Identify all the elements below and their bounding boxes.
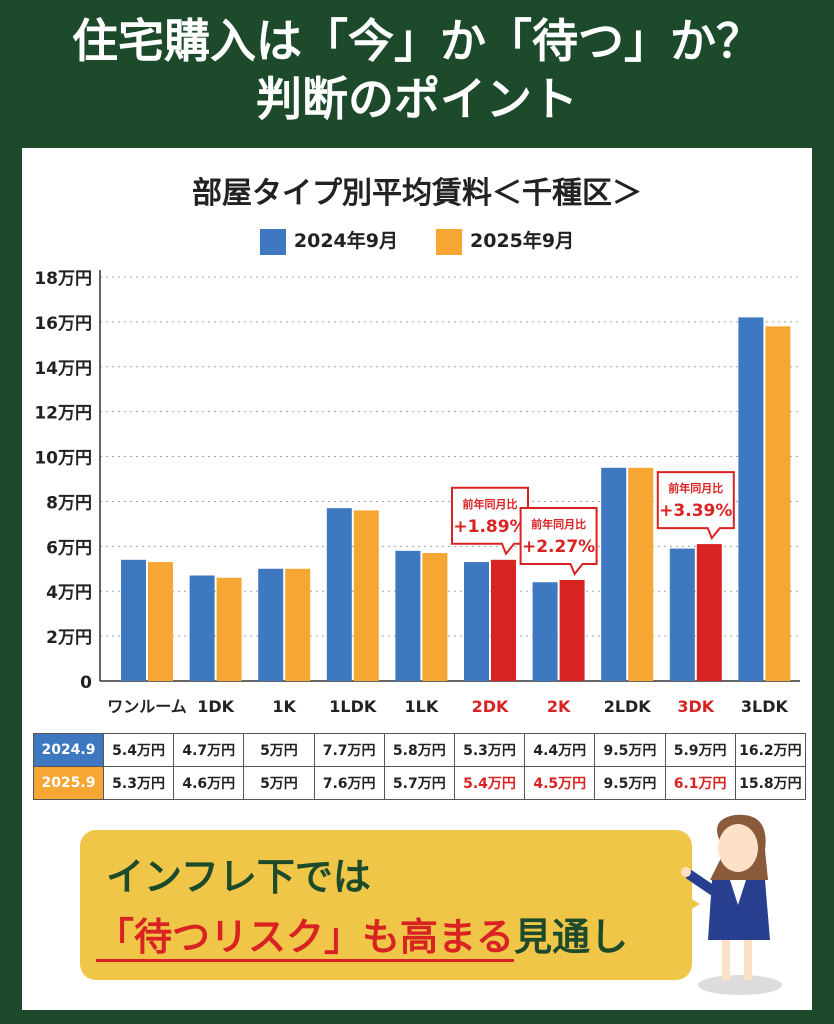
table-cell: 5.4万円 xyxy=(102,733,175,767)
table-cell: 5万円 xyxy=(243,766,315,800)
annotation-label: 前年同月比 xyxy=(463,497,518,511)
x-tick-label: 2DK xyxy=(472,697,509,716)
table-cell: 5.9万円 xyxy=(664,733,736,767)
table-cell: 7.7万円 xyxy=(313,733,385,767)
annotation-label: 前年同月比 xyxy=(668,481,723,495)
table-cell: 4.4万円 xyxy=(524,733,596,767)
legend-label: 2024年9月 xyxy=(293,230,398,252)
y-tick-label: 14万円 xyxy=(34,359,92,379)
x-tick-label: 2LDK xyxy=(604,697,652,716)
bar-3DK-2025年9月 xyxy=(696,544,722,681)
bar-2K-2024年9月 xyxy=(532,582,558,681)
table-cell: 4.6万円 xyxy=(173,766,245,800)
header-title-line2: 判断のポイント xyxy=(256,72,578,126)
table-row-2025: 2025.9 5.3万円 4.6万円 5万円 7.6万円 5.7万円 5.4万円 4.5万円 9… xyxy=(33,766,807,800)
row-header: 2024.9 xyxy=(33,733,104,767)
x-tick-label: ワンルーム xyxy=(107,697,187,716)
table-cell: 5.4万円 xyxy=(453,766,526,800)
y-tick-label: 16万円 xyxy=(34,314,92,334)
x-tick-label: 1LDK xyxy=(329,697,377,716)
table-cell: 6.1万円 xyxy=(664,766,736,800)
chart-legend: 2024年9月 2025年9月 xyxy=(0,226,834,255)
bar-ワンルーム-2024年9月 xyxy=(121,559,146,681)
data-table: 2024.9 5.4万円 4.7万円 5万円 7.7万円 5.8万円 5.3万円 4.4万円 9… xyxy=(33,733,807,800)
bar-2K-2025年9月 xyxy=(559,580,585,681)
bar-2DK-2024年9月 xyxy=(464,562,489,681)
table-cell: 5.3万円 xyxy=(453,733,526,767)
table-cell: 4.5万円 xyxy=(524,766,596,800)
bar-1K-2025年9月 xyxy=(285,568,311,681)
bar-2LDK-2025年9月 xyxy=(628,467,654,681)
table-cell: 5.3万円 xyxy=(102,766,175,800)
bar-1K-2024年9月 xyxy=(258,568,284,681)
table-cell: 9.5万円 xyxy=(594,766,666,800)
header-title-line1: 住宅購入は「今」か「待つ」か？ xyxy=(72,14,762,68)
y-tick-label: 2万円 xyxy=(46,628,92,648)
annotation-box xyxy=(519,507,598,576)
x-tick-label: 1LK xyxy=(405,697,439,716)
bar-ワンルーム-2025年9月 xyxy=(148,562,173,681)
legend-item-2024: 2024年9月 xyxy=(259,226,398,255)
table-cell: 15.8万円 xyxy=(734,766,807,800)
callout-bubble xyxy=(80,830,700,980)
table-cell: 5.8万円 xyxy=(383,733,455,767)
table-cell: 5.7万円 xyxy=(383,766,455,800)
annotation-box xyxy=(451,486,529,556)
bar-1DK-2024年9月 xyxy=(189,575,215,681)
legend-item-2025: 2025年9月 xyxy=(436,226,574,255)
callout-line1: インフレ下では xyxy=(106,855,371,899)
annotation-label: 前年同月比 xyxy=(531,517,586,531)
table-cell: 7.6万円 xyxy=(313,766,385,800)
x-tick-label: 2K xyxy=(547,697,571,716)
x-tick-label: 3LDK xyxy=(741,697,789,716)
bar-3DK-2024年9月 xyxy=(669,548,695,681)
y-tick-label: 0 xyxy=(80,673,92,693)
y-tick-label: 12万円 xyxy=(34,404,92,424)
bar-1LDK-2025年9月 xyxy=(353,510,379,681)
chart-title: 部屋タイプ別平均賃料＜千種区＞ xyxy=(192,176,642,211)
y-tick-label: 4万円 xyxy=(46,583,92,603)
annotation-value: +1.89% xyxy=(453,517,526,537)
legend-label: 2025年9月 xyxy=(470,230,575,252)
callout-end: 見通し xyxy=(514,915,629,959)
bar-1LDK-2024年9月 xyxy=(326,508,352,681)
table-cell: 16.2万円 xyxy=(734,733,807,767)
y-tick-label: 18万円 xyxy=(34,269,92,289)
bar-1DK-2025年9月 xyxy=(216,577,242,681)
callout-line2: 「待つリスク」も高まる見通し xyxy=(96,906,629,962)
y-tick-label: 10万円 xyxy=(34,449,92,469)
x-tick-label: 1DK xyxy=(197,697,234,716)
y-tick-label: 8万円 xyxy=(46,493,92,513)
callout-emphasis: 「待つリスク」も高まる xyxy=(96,915,515,962)
bar-2LDK-2024年9月 xyxy=(601,467,627,681)
row-header: 2025.9 xyxy=(33,766,104,800)
table-cell: 5万円 xyxy=(243,733,315,767)
table-row-2024: 2024.9 5.4万円 4.7万円 5万円 7.7万円 5.8万円 5.3万円 4.4万円 9… xyxy=(33,733,807,767)
bar-3LDK-2024年9月 xyxy=(738,317,764,681)
x-tick-label: 3DK xyxy=(677,697,714,716)
y-tick-label: 6万円 xyxy=(46,538,92,558)
bar-2DK-2025年9月 xyxy=(491,559,516,681)
annotation-box xyxy=(656,471,735,541)
annotation-value: +3.39% xyxy=(659,501,732,521)
table-cell: 9.5万円 xyxy=(594,733,666,767)
table-cell: 4.7万円 xyxy=(173,733,245,767)
bar-1LK-2025年9月 xyxy=(422,553,448,681)
bar-3LDK-2025年9月 xyxy=(765,326,791,681)
x-tick-label: 1K xyxy=(272,697,296,716)
annotation-value: +2.27% xyxy=(522,537,595,557)
bar-1LK-2024年9月 xyxy=(395,550,421,681)
